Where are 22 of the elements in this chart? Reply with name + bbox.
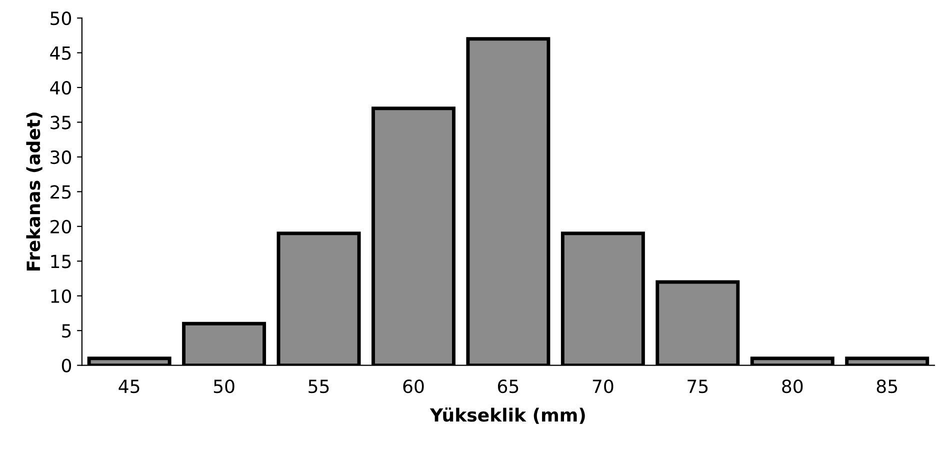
y-tick-label: 15 [51, 254, 71, 268]
x-axis-title: Yükseklik (mm) [430, 408, 585, 424]
x-tick-label: 80 [782, 380, 803, 394]
y-axis-title: Frekanas (adet) [26, 112, 42, 271]
y-tick-label: 40 [50, 80, 72, 95]
x-tick-label: 70 [592, 380, 614, 394]
y-tick-label: 20 [50, 220, 72, 234]
x-tick-label: 75 [688, 380, 708, 394]
x-tick-label: 55 [308, 380, 329, 394]
y-tick-label: 10 [51, 289, 72, 303]
y-tick-label: 45 [50, 46, 71, 60]
y-tick-label: 0 [62, 358, 72, 372]
x-tick-label: 50 [214, 380, 234, 394]
x-tick-label: 65 [498, 380, 518, 394]
x-tick-label: 45 [118, 380, 140, 394]
x-tick-label: 85 [876, 380, 898, 394]
y-tick-label: 50 [50, 12, 72, 26]
y-tick-label: 30 [50, 150, 72, 164]
y-tick-label: 35 [50, 116, 71, 130]
y-tick-label: 5 [62, 324, 71, 338]
x-tick-label: 60 [403, 380, 424, 394]
y-tick-label: 25 [50, 185, 71, 199]
